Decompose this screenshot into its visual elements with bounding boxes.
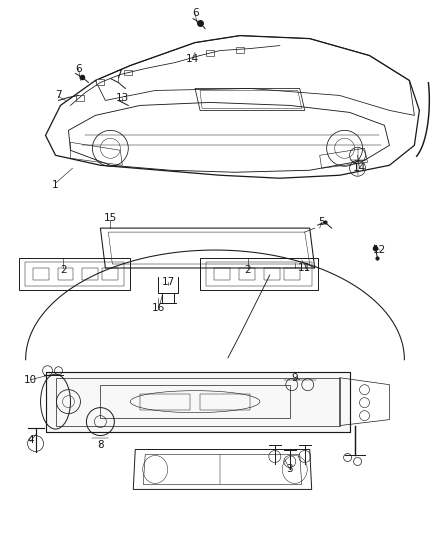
Text: 11: 11: [298, 263, 311, 273]
Text: 8: 8: [97, 440, 104, 449]
Text: 2: 2: [60, 265, 67, 275]
Text: 14: 14: [353, 163, 366, 173]
Bar: [214, 268, 230, 280]
Bar: [239, 268, 255, 280]
Text: 4: 4: [27, 434, 34, 445]
Text: 13: 13: [116, 93, 129, 103]
Bar: [32, 268, 49, 280]
Text: 14: 14: [185, 53, 199, 63]
Text: 9: 9: [291, 373, 298, 383]
Text: 15: 15: [104, 213, 117, 223]
Text: 7: 7: [115, 70, 122, 80]
Text: 17: 17: [162, 277, 175, 287]
Polygon shape: [46, 372, 350, 432]
Text: 1: 1: [52, 180, 59, 190]
Bar: [206, 50, 214, 55]
Text: 12: 12: [373, 245, 386, 255]
Bar: [200, 394, 250, 410]
Text: 6: 6: [192, 7, 198, 18]
Bar: [96, 79, 104, 85]
Bar: [77, 95, 85, 101]
Bar: [46, 372, 350, 432]
Text: 3: 3: [286, 464, 293, 474]
Bar: [284, 268, 300, 280]
Text: 2: 2: [244, 265, 251, 275]
Text: 16: 16: [152, 303, 165, 313]
Bar: [82, 268, 99, 280]
Bar: [57, 268, 74, 280]
Bar: [124, 69, 132, 76]
Bar: [102, 268, 118, 280]
Text: 5: 5: [318, 217, 325, 227]
Text: 6: 6: [75, 63, 82, 74]
Bar: [264, 268, 280, 280]
Bar: [236, 46, 244, 53]
Bar: [140, 394, 190, 410]
Text: 7: 7: [55, 91, 62, 100]
Text: 10: 10: [24, 375, 37, 385]
